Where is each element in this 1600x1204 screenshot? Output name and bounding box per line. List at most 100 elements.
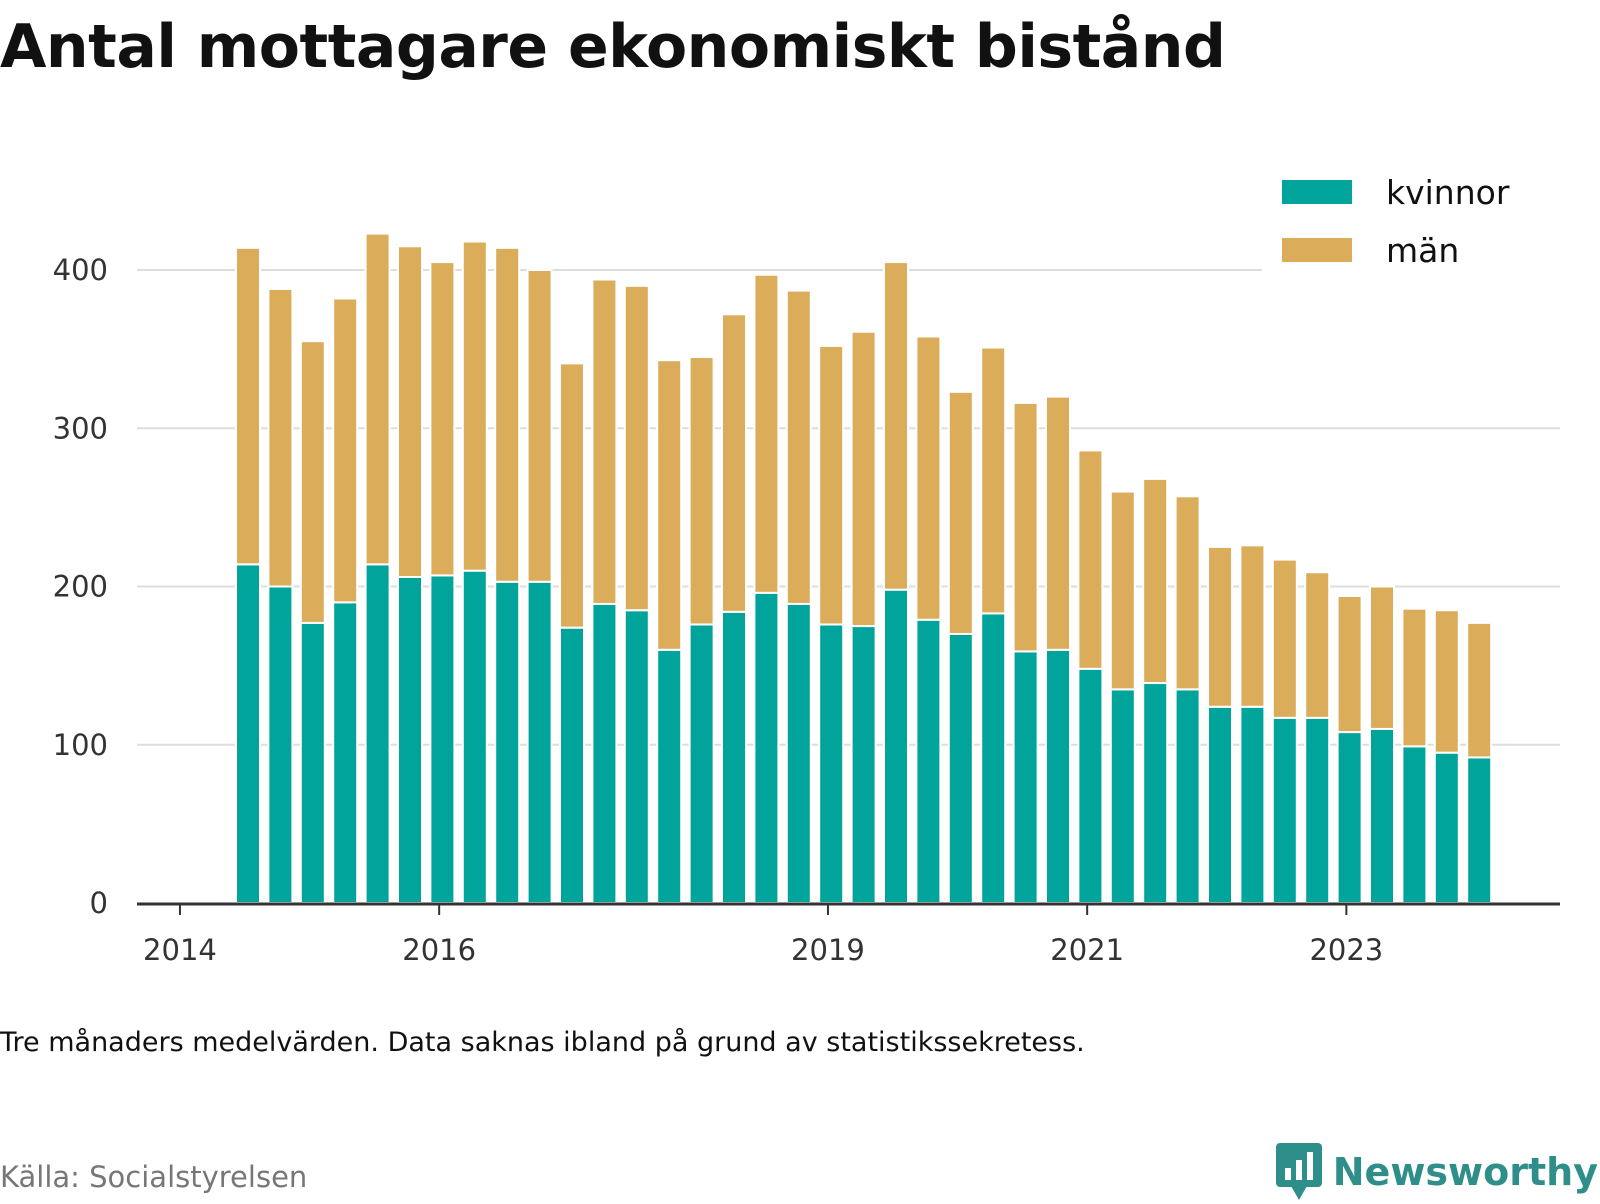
bar-man-23: [980, 346, 1007, 615]
bar-man-18: [818, 344, 845, 626]
bar-kvinnor-11: [591, 602, 618, 904]
bar-man-19: [850, 330, 877, 628]
bar-man-32: [1271, 558, 1298, 719]
bar-kvinnor-17: [785, 602, 812, 904]
stacked-bar-chart: 0 100 200 300 400 2014 2016 2019 2021 2023 kvinno…: [52, 160, 1562, 967]
bar-man-0: [235, 246, 261, 566]
bar-kvinnor-30: [1207, 705, 1233, 905]
legend-label-man: män: [1386, 231, 1459, 270]
bar-man-6: [429, 261, 456, 577]
bar-kvinnor-32: [1271, 716, 1298, 904]
bar-kvinnor-26: [1077, 667, 1104, 904]
bar-kvinnor-4: [364, 563, 391, 904]
bar-man-15: [721, 313, 747, 613]
bar-man-17: [785, 289, 812, 605]
page-title: Antal mottagare ekonomiskt bistånd: [0, 12, 1226, 82]
bar-kvinnor-5: [397, 576, 423, 904]
bar-kvinnor-13: [656, 648, 683, 904]
bar-kvinnor-7: [461, 569, 488, 904]
bar-kvinnor-28: [1142, 682, 1169, 904]
bar-man-4: [364, 232, 391, 566]
bar-man-20: [883, 261, 909, 591]
y-tick-label-300: 300: [53, 411, 108, 445]
legend: kvinnor män: [1262, 160, 1562, 275]
y-tick-label-400: 400: [53, 253, 108, 287]
bar-man-35: [1369, 585, 1395, 730]
brand-name: Newsworthy: [1332, 1150, 1598, 1194]
bar-series: [235, 232, 1493, 905]
bar-man-12: [623, 284, 650, 612]
bar-kvinnor-21: [915, 618, 942, 904]
x-tick-label-2021: 2021: [1050, 933, 1124, 967]
y-tick-label-100: 100: [53, 728, 108, 762]
bar-man-2: [299, 340, 326, 624]
bar-kvinnor-3: [332, 601, 359, 904]
bar-man-38: [1466, 621, 1493, 759]
bar-man-10: [559, 362, 585, 629]
bar-man-7: [461, 240, 488, 572]
bar-kvinnor-19: [850, 625, 877, 904]
bar-man-36: [1401, 607, 1428, 748]
bar-man-8: [494, 246, 521, 583]
bar-man-24: [1012, 401, 1039, 653]
bar-kvinnor-37: [1433, 751, 1460, 904]
bar-man-31: [1239, 544, 1266, 708]
bar-man-16: [753, 273, 780, 594]
bar-man-34: [1336, 594, 1363, 734]
legend-swatch-man: [1282, 238, 1352, 262]
x-tick-label-2019: 2019: [791, 933, 865, 967]
source-credit: Källa: Socialstyrelsen: [0, 1160, 308, 1194]
bar-kvinnor-20: [883, 588, 909, 904]
bar-man-27: [1109, 490, 1136, 691]
bar-kvinnor-1: [267, 585, 294, 904]
legend-label-kvinnor: kvinnor: [1386, 173, 1510, 212]
bar-kvinnor-23: [980, 612, 1007, 905]
bar-kvinnor-27: [1109, 688, 1136, 904]
bar-kvinnor-14: [688, 623, 715, 904]
bar-kvinnor-31: [1239, 705, 1266, 905]
bar-kvinnor-34: [1336, 731, 1363, 905]
bar-man-29: [1174, 495, 1201, 691]
x-tick-label-2016: 2016: [402, 933, 476, 967]
y-tick-label-200: 200: [53, 570, 108, 604]
bar-man-25: [1045, 395, 1071, 651]
bar-kvinnor-6: [429, 574, 456, 904]
bar-kvinnor-35: [1369, 727, 1395, 904]
bar-kvinnor-12: [623, 609, 650, 904]
bar-man-14: [688, 356, 715, 626]
bar-man-5: [397, 245, 423, 579]
bar-man-3: [332, 297, 359, 604]
chart-footnote: Tre månaders medelvärden. Data saknas ib…: [0, 1027, 1085, 1058]
bar-kvinnor-38: [1466, 756, 1493, 904]
bar-kvinnor-24: [1012, 650, 1039, 904]
bar-man-33: [1304, 571, 1331, 719]
bar-kvinnor-25: [1045, 648, 1071, 904]
brand-logo[interactable]: Newsworthy: [1275, 1140, 1598, 1204]
bar-kvinnor-18: [818, 623, 845, 904]
bar-man-11: [591, 278, 618, 605]
bar-man-28: [1142, 477, 1169, 685]
x-tick-label-2014: 2014: [143, 933, 217, 967]
bar-kvinnor-29: [1174, 688, 1201, 904]
bar-chart-speech-icon: [1275, 1143, 1322, 1200]
bar-kvinnor-8: [494, 580, 521, 904]
bar-kvinnor-9: [526, 580, 553, 904]
bar-kvinnor-10: [559, 626, 585, 905]
bar-kvinnor-0: [235, 563, 261, 904]
bar-man-1: [267, 287, 294, 588]
bar-man-26: [1077, 449, 1104, 670]
bar-kvinnor-36: [1401, 745, 1428, 905]
legend-swatch-kvinnor: [1282, 180, 1352, 204]
bar-man-13: [656, 359, 683, 651]
bar-man-9: [526, 269, 553, 583]
bar-kvinnor-2: [299, 621, 326, 905]
bar-man-22: [947, 390, 974, 635]
bar-man-21: [915, 335, 942, 621]
bar-kvinnor-16: [753, 591, 780, 905]
bar-kvinnor-22: [947, 632, 974, 904]
bar-man-30: [1207, 545, 1233, 708]
bar-man-37: [1433, 609, 1460, 754]
y-tick-label-0: 0: [90, 886, 108, 920]
x-tick-label-2023: 2023: [1309, 933, 1383, 967]
bar-kvinnor-15: [721, 610, 747, 904]
